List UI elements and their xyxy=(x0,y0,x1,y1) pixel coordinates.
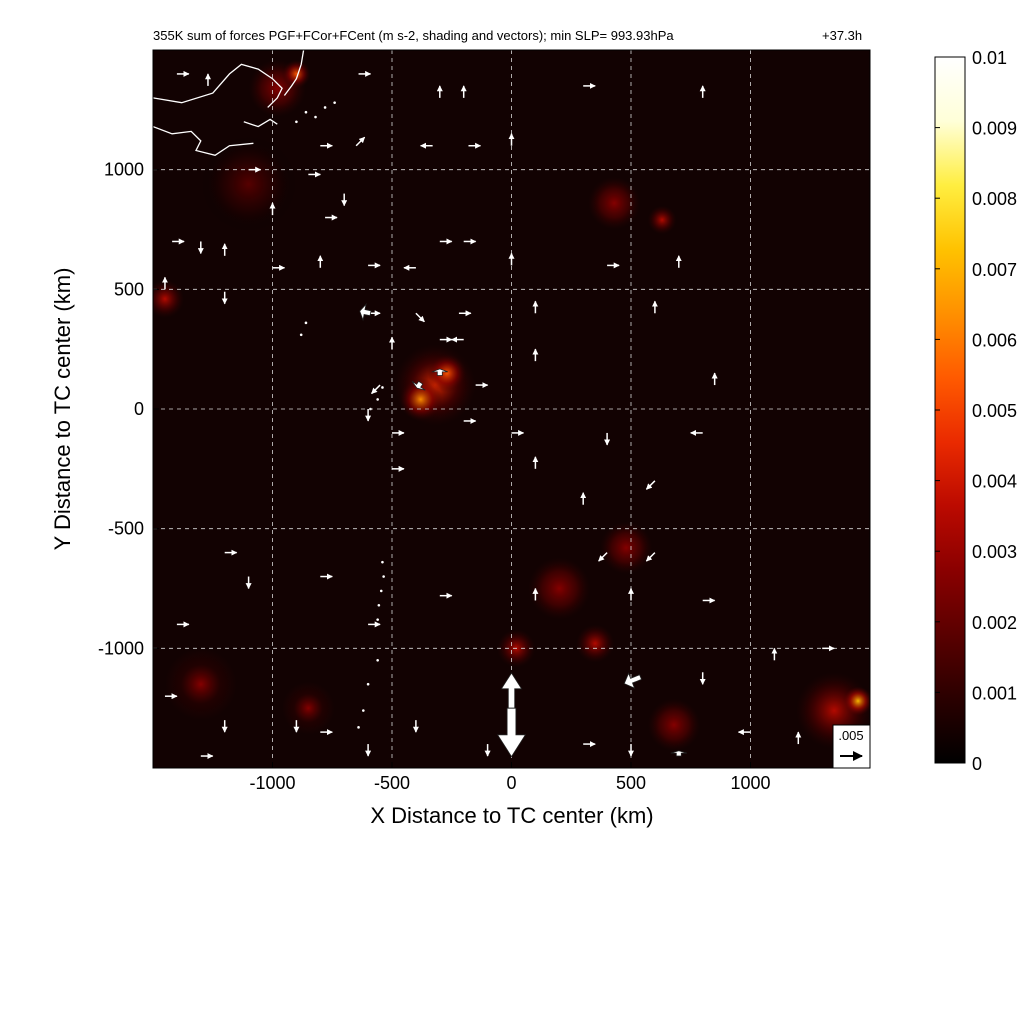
x-tick-label: -1000 xyxy=(249,773,295,793)
heat-hotspot xyxy=(528,557,591,620)
heat-hotspot xyxy=(200,136,297,232)
coastline-segment xyxy=(243,118,278,128)
heat-hotspot xyxy=(164,648,237,721)
colorbar-tick-label: 0.007 xyxy=(972,260,1017,280)
island-dot xyxy=(376,398,379,401)
y-axis-label: Y Distance to TC center (km) xyxy=(50,268,75,551)
heat-hotspot xyxy=(599,521,653,575)
heatmap-hotspots xyxy=(153,59,870,752)
island-dot xyxy=(381,560,384,564)
coastline-segment xyxy=(153,125,254,157)
colorbar-tick-label: 0.008 xyxy=(972,189,1017,209)
reference-vector-label: .005 xyxy=(838,728,863,743)
y-tick-label: 500 xyxy=(114,279,144,299)
y-tick-label: 1000 xyxy=(104,160,144,180)
island-dot xyxy=(357,726,360,729)
island-dot xyxy=(314,115,317,119)
island-dot xyxy=(379,589,383,593)
y-tick-label: -500 xyxy=(108,519,144,539)
reference-vector-box: .005 xyxy=(832,724,871,769)
island-dot xyxy=(304,321,308,325)
heat-hotspot xyxy=(427,353,467,393)
island-dot xyxy=(377,603,381,607)
heatmap-plot-area: .005 xyxy=(152,49,871,769)
heat-hotspot xyxy=(282,59,311,89)
island-dot xyxy=(362,709,365,712)
heat-hotspot xyxy=(399,377,443,421)
colorbar-tick-label: 0.005 xyxy=(972,401,1017,421)
y-tick-label: -1000 xyxy=(98,638,144,658)
colorbar: 0 0.001 0.002 0.003 0.004 0.005 0.006 0.007 0.00… xyxy=(934,48,1017,774)
x-tick-label: 500 xyxy=(616,773,646,793)
heat-hotspot xyxy=(587,176,641,230)
colorbar-tick-label: 0.009 xyxy=(972,119,1017,139)
x-axis-ticks: -1000 -500 0 500 1000 xyxy=(249,762,771,793)
large-force-vector xyxy=(431,368,448,376)
island-dot xyxy=(381,386,384,389)
island-dot xyxy=(299,333,303,337)
coastline-segment xyxy=(283,50,305,96)
large-force-vector xyxy=(623,672,643,689)
large-force-vector xyxy=(500,672,523,709)
colorbar-tick-label: 0.01 xyxy=(972,48,1007,68)
island-dot xyxy=(295,120,298,124)
island-dot xyxy=(304,110,308,114)
force-vector xyxy=(415,312,425,323)
large-force-vector xyxy=(670,750,687,757)
heat-hotspot xyxy=(153,279,185,319)
force-vector xyxy=(645,552,656,562)
island-dot xyxy=(366,682,370,686)
force-vectors xyxy=(161,70,835,760)
colorbar-tick-label: 0.004 xyxy=(972,472,1017,492)
island-dot xyxy=(323,106,327,109)
island-dot xyxy=(376,618,379,621)
colorbar-tick-label: 0 xyxy=(972,754,982,774)
heat-hotspot xyxy=(647,698,701,752)
heat-hotspot xyxy=(647,205,677,235)
force-vector xyxy=(355,136,366,147)
y-tick-label: 0 xyxy=(134,399,144,419)
y-axis-ticks: -1000 -500 0 500 1000 xyxy=(98,160,159,658)
coastline-segment xyxy=(153,63,283,108)
coastline xyxy=(153,50,385,729)
x-axis-label: X Distance to TC center (km) xyxy=(370,803,653,828)
colorbar-tick-label: 0.003 xyxy=(972,542,1017,562)
colorbar-tick-label: 0.006 xyxy=(972,330,1017,350)
force-vector xyxy=(645,480,656,490)
force-vector xyxy=(598,552,608,562)
heat-hotspot xyxy=(282,681,335,735)
colorbar-ticks: 0 0.001 0.002 0.003 0.004 0.005 0.006 0.007 0.00… xyxy=(935,48,1017,774)
island-dot xyxy=(376,659,379,662)
large-force-vector xyxy=(359,302,372,322)
island-dot xyxy=(333,101,336,104)
x-tick-label: 1000 xyxy=(730,773,770,793)
chart-title: 355K sum of forces PGF+FCor+FCent (m s-2… xyxy=(153,28,674,43)
large-force-vector xyxy=(496,707,527,758)
forecast-time-label: +37.3h xyxy=(822,28,863,43)
colorbar-tick-label: 0.002 xyxy=(972,613,1017,633)
x-tick-label: -500 xyxy=(374,773,410,793)
x-tick-label: 0 xyxy=(506,773,516,793)
island-dot xyxy=(382,575,385,578)
heat-hotspot xyxy=(843,686,870,716)
force-vector xyxy=(371,384,381,395)
heat-hotspot xyxy=(576,624,615,663)
large-force-vector xyxy=(411,380,426,391)
colorbar-tick-label: 0.001 xyxy=(972,683,1017,703)
